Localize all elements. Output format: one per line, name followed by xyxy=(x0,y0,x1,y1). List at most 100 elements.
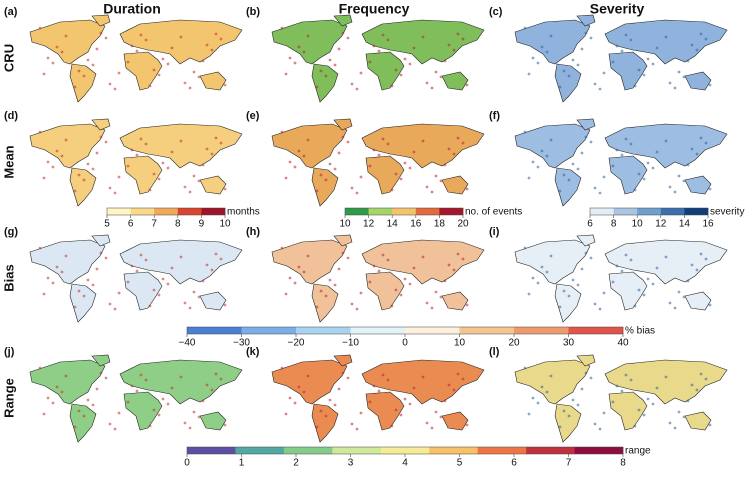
map-speckle xyxy=(668,185,672,189)
colorbar-frame xyxy=(106,207,226,216)
map-speckle xyxy=(86,58,90,62)
colorbar-tick-label: 16 xyxy=(702,219,714,230)
map-speckle xyxy=(562,173,566,177)
map-speckle xyxy=(633,304,637,308)
map-speckle xyxy=(38,26,42,30)
colorbar-segment xyxy=(241,327,297,334)
map-speckle xyxy=(642,413,646,417)
colorbar-segment xyxy=(568,327,624,334)
map-speckle xyxy=(633,188,637,192)
map-speckle xyxy=(381,373,385,377)
map-speckle xyxy=(593,422,597,426)
map-speckle xyxy=(201,279,205,283)
map-speckle xyxy=(531,160,535,164)
map-speckle xyxy=(584,135,588,139)
map-speckle xyxy=(593,82,597,86)
map-speckle xyxy=(611,164,615,168)
map-speckle xyxy=(82,74,86,78)
map-speckle xyxy=(637,288,641,292)
map-speckle xyxy=(95,387,99,391)
map-speckle xyxy=(148,424,152,428)
map-speckle xyxy=(117,71,121,75)
map-speckle xyxy=(113,307,117,311)
map-speckle xyxy=(161,277,165,281)
map-speckle xyxy=(421,35,425,39)
map-speckle xyxy=(611,60,615,64)
map-speckle xyxy=(55,385,59,389)
map-speckle xyxy=(64,374,68,378)
map-speckle xyxy=(584,251,588,255)
panel-letter: (c) xyxy=(489,6,503,18)
colorbar-tick-label: 8 xyxy=(620,458,626,469)
map-speckle xyxy=(580,47,584,51)
map-speckle xyxy=(46,276,50,280)
map-speckle xyxy=(108,82,112,86)
map-speckle xyxy=(219,141,223,145)
colorbar-segment xyxy=(283,447,333,454)
map-speckle xyxy=(42,292,46,296)
map-panel xyxy=(514,14,728,103)
map-speckle xyxy=(642,177,646,181)
map-speckle xyxy=(183,81,187,85)
map-speckle xyxy=(319,69,323,73)
map-speckle xyxy=(108,302,112,306)
map-speckle xyxy=(188,86,192,90)
map-speckle xyxy=(673,190,677,194)
colorbar-tick-label: 14 xyxy=(679,219,691,230)
map-speckle xyxy=(439,179,443,183)
map-speckle xyxy=(562,289,566,293)
colorbar-tick-label: 20 xyxy=(457,219,469,230)
map-speckle xyxy=(333,167,337,171)
map-speckle xyxy=(157,73,161,77)
map-speckle xyxy=(55,45,59,49)
map-speckle xyxy=(403,161,407,165)
map-speckle xyxy=(372,148,376,152)
map-speckle xyxy=(99,135,103,139)
colorbar-tick-label: 0 xyxy=(402,338,408,349)
map-speckle xyxy=(646,57,650,61)
map-speckle xyxy=(170,386,174,390)
world-map xyxy=(514,118,728,207)
map-speckle xyxy=(126,60,130,64)
map-speckle xyxy=(197,75,201,79)
map-speckle xyxy=(341,135,345,139)
map-speckle xyxy=(412,46,416,50)
map-speckle xyxy=(144,258,148,262)
map-speckle xyxy=(430,86,434,90)
map-speckle xyxy=(593,302,597,306)
colorbar-tick-label: 10 xyxy=(632,219,644,230)
column-title: Duration xyxy=(103,1,161,17)
map-speckle xyxy=(288,160,292,164)
map-speckle xyxy=(708,303,712,307)
map-speckle xyxy=(584,371,588,375)
map-speckle xyxy=(60,390,64,394)
map-speckle xyxy=(421,255,425,259)
map-speckle xyxy=(82,178,86,182)
map-speckle xyxy=(161,161,165,165)
colorbar-tick-label: 12 xyxy=(363,219,375,230)
map-speckle xyxy=(589,256,593,260)
map-speckle xyxy=(527,176,531,180)
map-speckle xyxy=(465,423,469,427)
colorbar-tick-label: 6 xyxy=(587,219,593,230)
colorbar-unit: months xyxy=(227,207,260,218)
map-speckle xyxy=(425,185,429,189)
map-speckle xyxy=(42,176,46,180)
map-speckle xyxy=(355,87,359,91)
colorbar-tick-label: 7 xyxy=(151,219,157,230)
map-speckle xyxy=(135,153,139,157)
world-map xyxy=(29,14,243,103)
map-speckle xyxy=(346,140,350,144)
colorbar-segment xyxy=(187,447,236,454)
map-panel xyxy=(514,234,728,323)
map-speckle xyxy=(205,383,209,387)
colorbar-segment xyxy=(345,208,369,215)
map-speckle xyxy=(523,246,527,250)
map-speckle xyxy=(686,279,690,283)
map-speckle xyxy=(390,188,394,192)
map-speckle xyxy=(545,50,549,54)
map-speckle xyxy=(166,166,170,170)
map-speckle xyxy=(55,265,59,269)
map-speckle xyxy=(456,252,460,256)
map-speckle xyxy=(77,289,81,293)
